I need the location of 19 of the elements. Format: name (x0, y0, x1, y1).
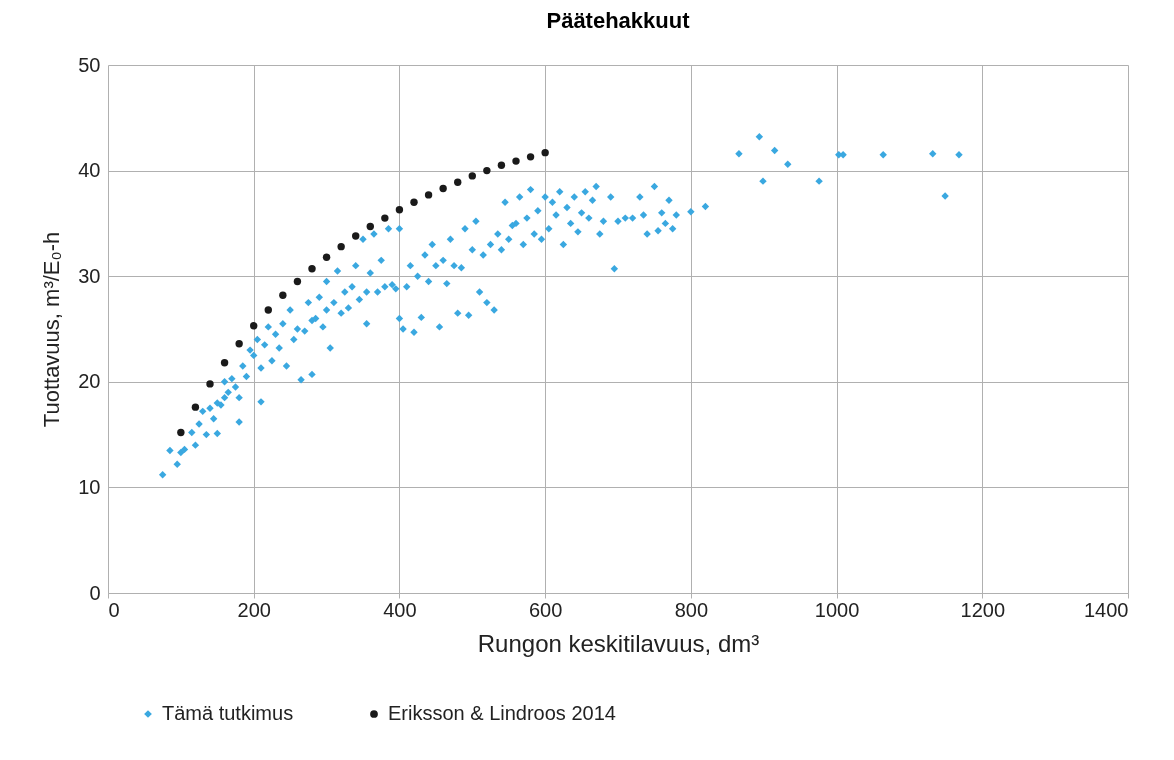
y-tick-label: 10 (78, 475, 101, 498)
x-tick-label: 200 (237, 598, 271, 621)
legend-label: Eriksson & Lindroos 2014 (388, 702, 616, 724)
x-tick-label: 1400 (1084, 598, 1129, 621)
x-tick-label: 600 (528, 598, 563, 621)
x-tick-label: 1200 (960, 598, 1006, 621)
x-tick-label: 400 (383, 598, 417, 621)
x-tick-label: 1000 (814, 598, 860, 621)
chart-title: Päätehakkuut (546, 8, 691, 33)
y-axis-title: Tuottavuus, m³/E₀-h (39, 231, 65, 428)
x-tick-label: 0 (108, 598, 120, 621)
y-tick-label: 20 (78, 370, 101, 393)
y-tick-label: 0 (89, 581, 101, 604)
y-tick-label: 50 (78, 53, 101, 76)
y-tick-label: 40 (78, 159, 101, 182)
x-tick-label: 800 (674, 598, 709, 621)
x-axis-title: Rungon keskitilavuus, dm³ (477, 629, 760, 657)
legend-label: Tämä tutkimus (162, 702, 294, 724)
y-tick-label: 30 (78, 264, 101, 287)
